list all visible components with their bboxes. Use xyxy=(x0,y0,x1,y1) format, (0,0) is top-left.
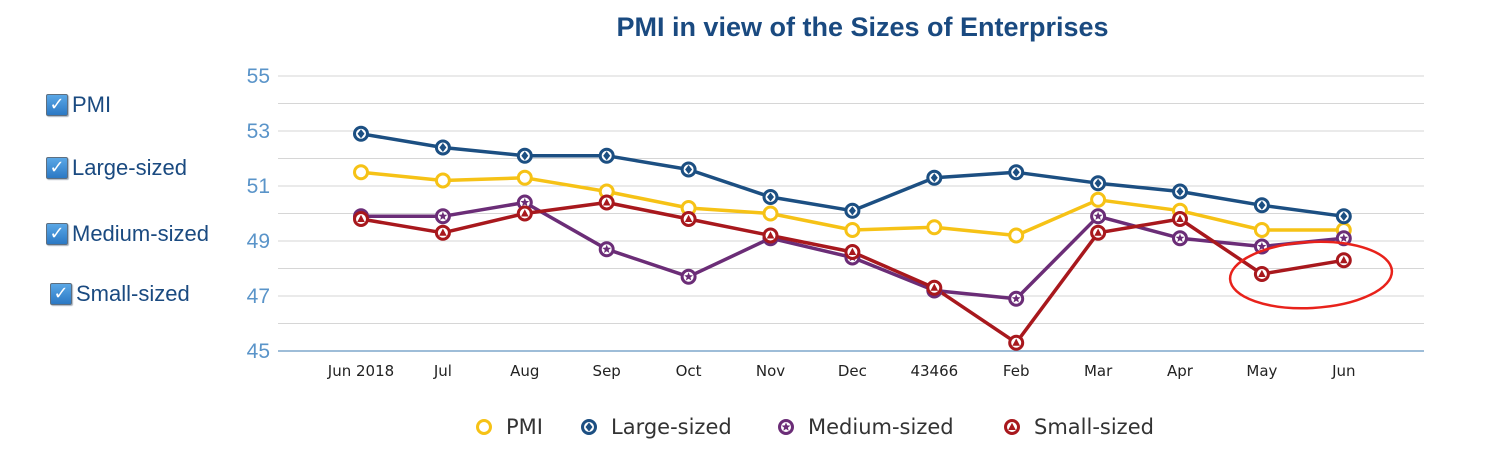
point-medium-sized-oct-glyph xyxy=(684,272,693,281)
filter-pmi[interactable]: ✓ PMI xyxy=(46,92,111,118)
point-large-sized-dec-glyph xyxy=(848,206,856,216)
point-large-sized-nov-glyph xyxy=(767,192,774,202)
point-large-sized-oct-glyph xyxy=(685,165,693,174)
x-tick-label-jun-2018: Jun 2018 xyxy=(327,362,394,380)
point-large-sized-jun-glyph xyxy=(1340,211,1348,221)
legend-label-large-sized: Large-sized xyxy=(611,415,732,439)
x-tick-label-mar: Mar xyxy=(1084,362,1113,380)
y-tick-label-53: 53 xyxy=(247,120,270,143)
checkbox-large-sized[interactable]: ✓ xyxy=(46,157,68,179)
filter-medium-sized[interactable]: ✓ Medium-sized xyxy=(46,221,209,247)
point-medium-sized-sep-glyph xyxy=(602,244,612,253)
legend-label-pmi: PMI xyxy=(506,415,543,439)
point-medium-sized-feb-glyph xyxy=(1011,294,1021,303)
y-tick-label-45: 45 xyxy=(247,340,270,363)
legend-marker-small-sized-glyph xyxy=(1008,422,1016,430)
point-small-sized-oct-glyph xyxy=(684,214,693,222)
x-tick-label-jul: Jul xyxy=(433,362,452,380)
legend-label-small-sized: Small-sized xyxy=(1034,415,1154,439)
x-tick-label-sep: Sep xyxy=(593,362,621,380)
legend-label-medium-sized: Medium-sized xyxy=(808,415,954,439)
filter-small-sized[interactable]: ✓ Small-sized xyxy=(50,281,190,307)
point-pmi-may xyxy=(1253,222,1270,238)
point-pmi-dec xyxy=(844,222,861,238)
x-tick-label-jun: Jun xyxy=(1331,362,1355,380)
x-tick-label-nov: Nov xyxy=(756,362,785,380)
x-tick-label-aug: Aug xyxy=(510,362,539,380)
filter-large-sized[interactable]: ✓ Large-sized xyxy=(46,155,187,181)
checkbox-medium-sized[interactable]: ✓ xyxy=(46,223,68,245)
x-tick-label-feb: Feb xyxy=(1003,362,1030,380)
y-tick-label-51: 51 xyxy=(247,175,270,198)
legend-marker-large-sized-glyph xyxy=(585,422,593,432)
point-small-sized-mar-glyph xyxy=(1094,228,1102,236)
y-tick-label-47: 47 xyxy=(247,285,270,308)
y-tick-label-49: 49 xyxy=(247,230,270,253)
point-small-sized-aug-glyph xyxy=(521,209,529,217)
point-small-sized-feb-glyph xyxy=(1012,338,1020,346)
point-pmi-feb xyxy=(1008,227,1025,244)
point-medium-sized-apr-glyph xyxy=(1175,233,1185,242)
legend-marker-medium-sized-glyph xyxy=(781,422,791,431)
point-small-sized-jun-2018-glyph xyxy=(357,214,365,222)
point-small-sized-jun-glyph xyxy=(1340,256,1348,264)
point-pmi-jul xyxy=(434,172,451,189)
point-small-sized-apr-glyph xyxy=(1176,214,1184,222)
point-pmi-mar xyxy=(1090,191,1107,208)
point-small-sized-sep-glyph xyxy=(602,198,611,206)
x-tick-label-dec: Dec xyxy=(838,362,867,380)
point-large-sized-sep-glyph xyxy=(603,151,611,161)
point-small-sized-43466-glyph xyxy=(930,283,939,291)
point-medium-sized-mar-glyph xyxy=(1093,211,1103,220)
point-large-sized-may-glyph xyxy=(1258,200,1266,210)
x-tick-label-apr: Apr xyxy=(1167,362,1194,380)
x-tick-label-may: May xyxy=(1246,362,1277,380)
point-pmi-aug xyxy=(516,169,533,186)
checkbox-small-sized[interactable]: ✓ xyxy=(50,283,72,305)
point-small-sized-nov-glyph xyxy=(766,231,775,239)
point-pmi-nov xyxy=(762,205,779,222)
point-large-sized-jul-glyph xyxy=(439,143,447,152)
point-pmi-43466 xyxy=(926,219,943,236)
y-tick-label-55: 55 xyxy=(247,65,270,88)
point-pmi-jun-2018 xyxy=(353,164,369,181)
point-large-sized-apr-glyph xyxy=(1176,187,1184,196)
filter-label-medium-sized: Medium-sized xyxy=(72,221,209,246)
filter-label-large-sized: Large-sized xyxy=(72,155,187,180)
point-medium-sized-jun-glyph xyxy=(1339,233,1349,242)
chart-title: PMI in view of the Sizes of Enterprises xyxy=(616,12,1109,42)
point-medium-sized-may-glyph xyxy=(1257,241,1267,251)
point-small-sized-dec-glyph xyxy=(848,247,857,255)
point-medium-sized-jul-glyph xyxy=(438,211,448,220)
legend-marker-pmi xyxy=(476,419,492,435)
highlight-ellipse xyxy=(1228,240,1394,310)
filter-label-small-sized: Small-sized xyxy=(76,281,190,306)
point-large-sized-43466-glyph xyxy=(930,173,938,183)
point-medium-sized-aug-glyph xyxy=(520,197,530,207)
point-small-sized-jul-glyph xyxy=(439,228,447,236)
point-large-sized-aug-glyph xyxy=(521,151,529,161)
point-large-sized-feb-glyph xyxy=(1012,167,1020,177)
point-large-sized-mar-glyph xyxy=(1094,178,1102,188)
x-tick-label-oct: Oct xyxy=(676,362,702,380)
filter-label-pmi: PMI xyxy=(72,92,112,117)
point-small-sized-may-glyph xyxy=(1258,269,1266,277)
x-tick-label-43466: 43466 xyxy=(910,362,958,380)
checkbox-pmi[interactable]: ✓ xyxy=(46,94,68,116)
point-large-sized-jun-2018-glyph xyxy=(357,129,365,139)
